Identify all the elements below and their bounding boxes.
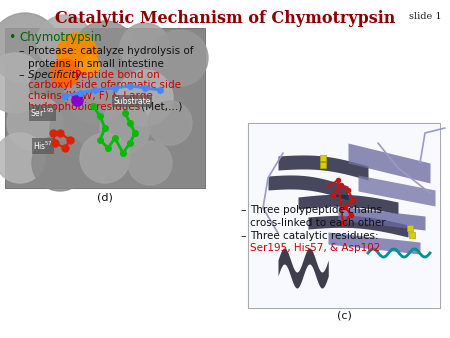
Text: His$^{57}$: His$^{57}$: [33, 140, 53, 152]
Circle shape: [7, 95, 63, 151]
Text: Ser$^{195}$: Ser$^{195}$: [30, 107, 54, 119]
Text: carboxyl side of: carboxyl side of: [28, 80, 111, 91]
Text: Ser195, His57, & Asp102: Ser195, His57, & Asp102: [250, 243, 380, 253]
Circle shape: [148, 101, 192, 145]
Text: Protease: catalyze hydrolysis of
proteins in small intestine: Protease: catalyze hydrolysis of protein…: [28, 46, 194, 69]
Text: chains (Y, W, F) & Large: chains (Y, W, F) & Large: [28, 91, 153, 101]
Text: –: –: [18, 46, 23, 56]
Circle shape: [65, 63, 125, 123]
Text: Three polypeptide chains
cross-linked to each other: Three polypeptide chains cross-linked to…: [250, 205, 386, 228]
Circle shape: [32, 135, 88, 191]
Text: Specificity:: Specificity:: [28, 70, 88, 80]
Text: (d): (d): [97, 193, 113, 203]
Circle shape: [100, 103, 150, 153]
Circle shape: [57, 33, 97, 73]
Circle shape: [0, 133, 45, 183]
Text: Substrate: Substrate: [113, 97, 150, 105]
Text: Chymotrypsin: Chymotrypsin: [19, 31, 102, 44]
Circle shape: [0, 53, 45, 113]
Text: •: •: [8, 31, 15, 44]
Circle shape: [80, 133, 130, 183]
Circle shape: [73, 21, 137, 85]
Circle shape: [152, 30, 208, 86]
Text: (Met,…): (Met,…): [138, 101, 182, 112]
Text: (c): (c): [337, 311, 351, 321]
FancyBboxPatch shape: [5, 28, 205, 188]
Text: –: –: [18, 70, 23, 80]
Text: Three catalytic residues:: Three catalytic residues:: [250, 231, 378, 241]
Text: Peptide bond on: Peptide bond on: [75, 70, 160, 80]
Text: aromatic side: aromatic side: [110, 80, 181, 91]
Circle shape: [80, 56, 100, 76]
Text: –: –: [240, 205, 246, 215]
Circle shape: [51, 59, 79, 87]
Text: slide 1: slide 1: [409, 12, 441, 21]
Text: Catalytic Mechanism of Chymotrypsin: Catalytic Mechanism of Chymotrypsin: [55, 10, 395, 27]
Circle shape: [117, 70, 173, 126]
Circle shape: [120, 23, 170, 73]
FancyBboxPatch shape: [248, 123, 440, 308]
Circle shape: [128, 141, 172, 185]
FancyBboxPatch shape: [249, 124, 439, 307]
Circle shape: [30, 63, 80, 113]
Circle shape: [37, 15, 93, 71]
Text: hydrophobic residues: hydrophobic residues: [28, 101, 140, 112]
Text: –: –: [240, 231, 246, 241]
Circle shape: [50, 98, 110, 158]
Circle shape: [0, 13, 60, 83]
